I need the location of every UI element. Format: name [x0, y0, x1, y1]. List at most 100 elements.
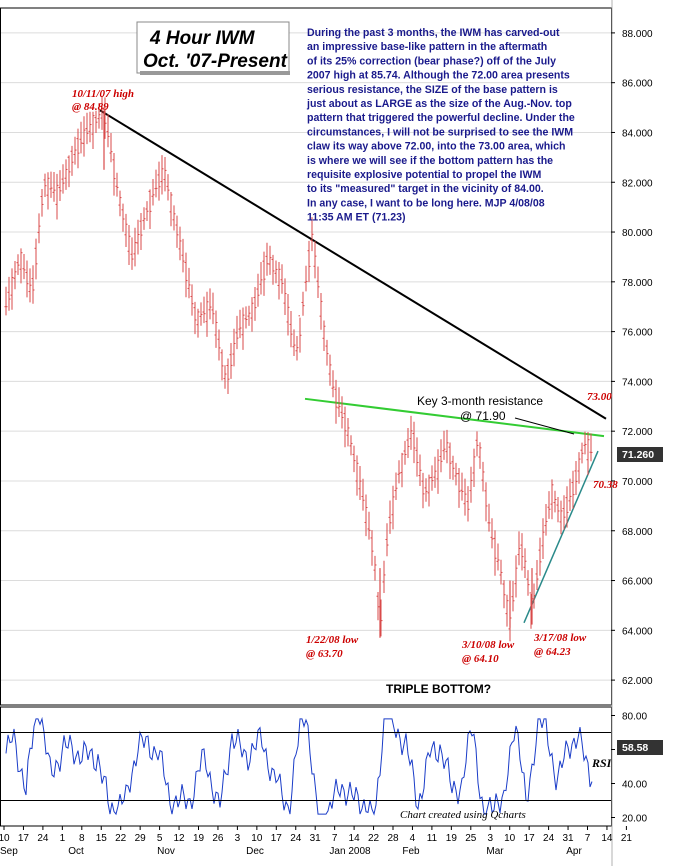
date-tick-label: 29	[135, 833, 147, 844]
price-tick-label: 72.000	[622, 427, 653, 438]
high-annotation-value: @ 84.89	[72, 101, 109, 113]
commentary-line: During the past 3 months, the IWM has ca…	[307, 27, 560, 39]
date-tick-label: 5	[157, 833, 163, 844]
price-tick-label: 88.000	[622, 29, 653, 40]
price-axis: 62.000 64.000 66.000 68.000 70.000 72.000 74.0…	[611, 29, 653, 687]
month-label: Oct	[68, 846, 84, 857]
date-tick-label: 19	[446, 833, 458, 844]
rsi-tick-label: 20.00	[622, 814, 647, 825]
date-tick-label: 24	[37, 833, 49, 844]
price-tick-label: 86.000	[622, 79, 653, 90]
price-tick-label: 62.000	[622, 676, 653, 687]
rsi-label: RSI	[591, 756, 613, 770]
title-box-shadow	[140, 71, 290, 75]
month-label: Sep	[0, 846, 18, 857]
date-tick-label: 10	[251, 833, 263, 844]
chart-subtitle: Oct. '07-Present	[143, 51, 288, 72]
low3-annotation-label: 3/17/08 low	[533, 632, 587, 644]
date-tick-label: 4	[410, 833, 416, 844]
level-7038-label: 70.38	[593, 479, 618, 491]
date-tick-label: 14	[601, 833, 613, 844]
date-tick-label: 8	[79, 833, 85, 844]
trendlines	[99, 109, 607, 624]
date-tick-label: 1	[60, 833, 66, 844]
date-tick-label: 17	[524, 833, 536, 844]
price-tick-label: 70.000	[622, 477, 653, 488]
date-tick-label: 3	[235, 833, 241, 844]
price-tick-label: 76.000	[622, 328, 653, 339]
resistance-pointer	[514, 417, 575, 435]
low1-annotation-value: @ 63.70	[306, 648, 343, 660]
date-tick-label: 12	[173, 833, 185, 844]
month-label: Nov	[157, 846, 175, 857]
high-annotation-label: 10/11/07 high	[72, 88, 134, 100]
date-tick-label: 28	[387, 833, 399, 844]
low2-annotation-label: 3/10/08 low	[461, 639, 515, 651]
date-tick-label: 7	[332, 833, 338, 844]
commentary-line: requisite explosive potential to propel …	[307, 169, 541, 181]
low3-annotation-value: @ 64.23	[534, 646, 571, 658]
date-tick-label: 22	[115, 833, 127, 844]
plot-frame	[0, 0, 613, 866]
month-label: Apr	[566, 846, 582, 857]
last-price-value: 71.260	[622, 449, 654, 461]
credit-label: Chart created using Qcharts	[400, 809, 526, 821]
date-tick-label: 19	[193, 833, 205, 844]
date-tick-label: 10	[0, 833, 10, 844]
date-tick-label: 15	[96, 833, 108, 844]
price-tick-label: 78.000	[622, 278, 653, 289]
date-tick-label: 3	[487, 833, 493, 844]
title-box	[136, 21, 290, 74]
price-tick-label: 84.000	[622, 128, 653, 139]
commentary-line: to its "measured" target in the vicinity…	[307, 183, 544, 195]
candles	[4, 96, 593, 642]
price-tick-label: 82.000	[622, 178, 653, 189]
resistance-trendline	[304, 397, 605, 438]
date-tick-label: 21	[621, 833, 633, 844]
commentary-line: just about as LARGE as the size of the A…	[306, 98, 572, 110]
low2-annotation-value: @ 64.10	[462, 653, 499, 665]
triple-bottom-label: TRIPLE BOTTOM?	[386, 682, 491, 696]
commentary-line: circumstances, I will not be surprised t…	[307, 126, 573, 138]
date-tick-label: 31	[310, 833, 322, 844]
rsi-tick-label: 40.00	[622, 780, 647, 791]
month-label: Feb	[402, 846, 420, 857]
date-tick-label: 14	[349, 833, 361, 844]
commentary-line: In any case, I want to be long here. MJP…	[307, 197, 545, 209]
date-tick-label: 17	[18, 833, 30, 844]
price-tick-label: 80.000	[622, 228, 653, 239]
date-tick-label: 11	[427, 833, 438, 844]
date-tick-label: 22	[368, 833, 380, 844]
date-tick-label: 10	[504, 833, 516, 844]
rsi-tick-label: 80.00	[622, 712, 647, 723]
month-label: Dec	[246, 846, 264, 857]
price-tick-label: 64.000	[622, 626, 653, 637]
commentary-line: pattern that triggered the powerful decl…	[307, 112, 575, 124]
last-price-tag	[617, 447, 663, 462]
commentary-line: 2007 high at 85.74. Although the 72.00 a…	[307, 70, 570, 82]
commentary-line: of its 25% correction (bear phase?) off …	[307, 55, 556, 67]
month-label: Mar	[486, 846, 504, 857]
price-tick-label: 68.000	[622, 527, 653, 538]
support-trendline	[523, 450, 599, 624]
date-axis: 10 17 24 1 8 15 22 29 5 12 19 26 3 10 17 24 31 7 14 22 28 4 11…	[0, 826, 632, 857]
date-tick-label: 24	[543, 833, 555, 844]
downtrend-trendline	[99, 109, 607, 420]
date-tick-label: 17	[271, 833, 283, 844]
commentary-line: serious resistance, the SIZE of the base…	[307, 84, 558, 96]
commentary-line: 11:35 AM ET (71.23)	[307, 212, 406, 224]
date-tick-label: 7	[585, 833, 591, 844]
resistance-annotation-label: Key 3-month resistance	[417, 394, 543, 408]
price-tick-label: 66.000	[622, 577, 653, 588]
low1-annotation-label: 1/22/08 low	[306, 634, 359, 646]
date-tick-label: 26	[212, 833, 224, 844]
month-label: Jan 2008	[329, 846, 371, 857]
rsi-last-value: 58.58	[622, 742, 648, 754]
price-tick-label: 74.000	[622, 377, 653, 388]
date-tick-label: 25	[465, 833, 477, 844]
commentary-line: claw its way above 72.00, into the 73.00…	[307, 141, 566, 153]
grid	[0, 32, 611, 681]
commentary-line: an impressive base-like pattern in the a…	[307, 41, 547, 53]
